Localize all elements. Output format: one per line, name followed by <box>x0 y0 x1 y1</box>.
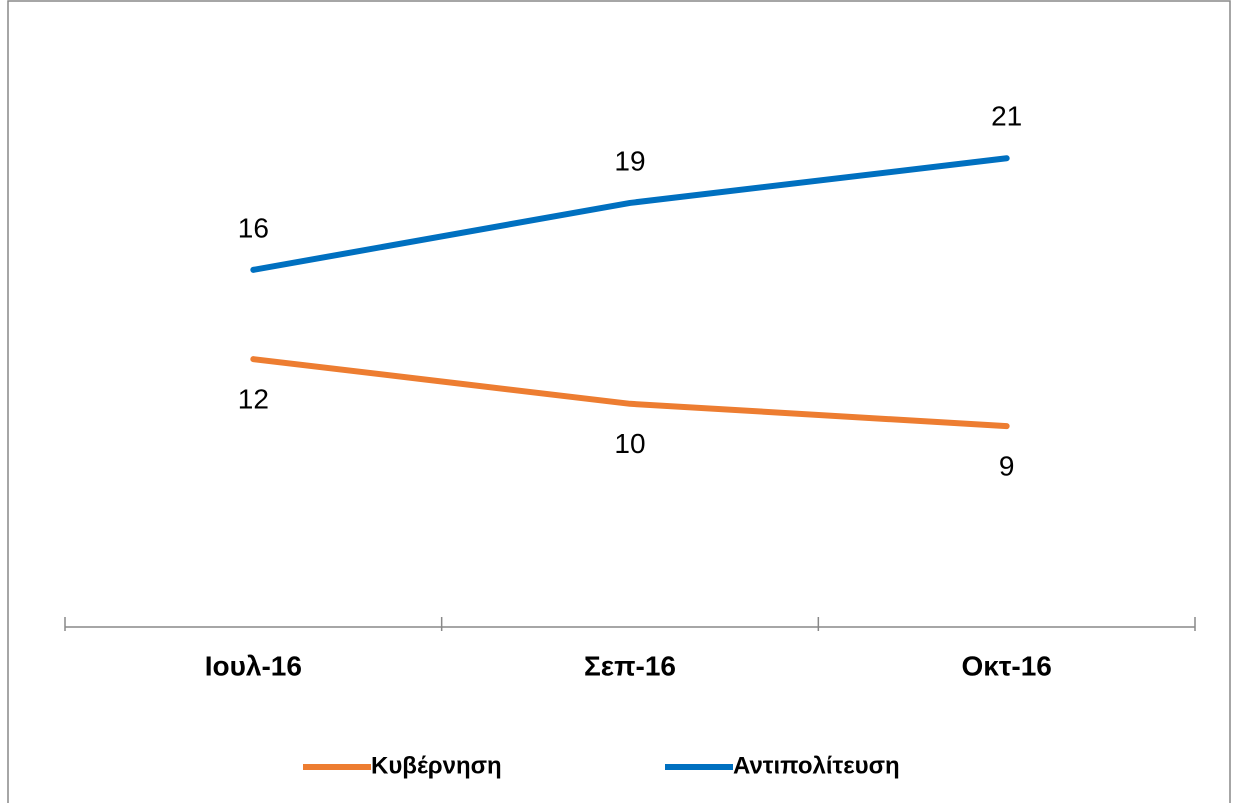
data-label: 16 <box>238 212 269 243</box>
data-label: 19 <box>614 145 645 176</box>
data-label: 12 <box>238 384 269 415</box>
data-label: 21 <box>991 101 1022 132</box>
x-tick-label: Οκτ-16 <box>961 650 1051 681</box>
legend-label: Κυβέρνηση <box>371 752 502 779</box>
x-tick-label: Σεπ-16 <box>584 650 676 681</box>
line-series <box>250 155 1010 273</box>
x-tick-label: Ιουλ-16 <box>205 650 302 681</box>
legend-label: Αντιπολίτευση <box>733 752 900 779</box>
data-label: 10 <box>614 428 645 459</box>
data-label: 9 <box>999 451 1015 482</box>
line-series <box>250 356 1010 430</box>
